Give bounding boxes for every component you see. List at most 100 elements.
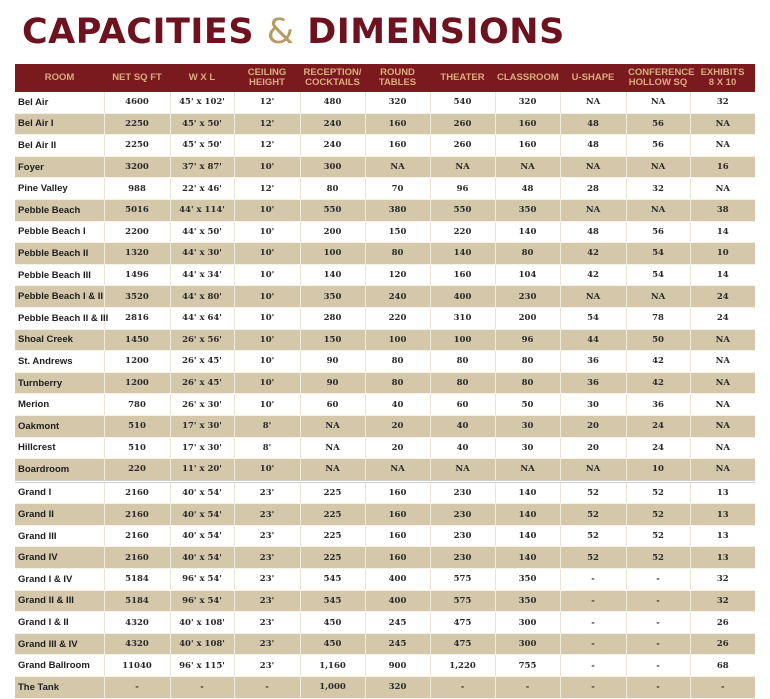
cell-theater: 230 — [429, 525, 495, 548]
cell-ceiling-height: 10' — [233, 329, 300, 352]
cell-w-x-l: 44' x 34' — [169, 264, 234, 287]
cell-reception-cocktails: NA — [299, 415, 365, 438]
cell-reception-cocktails: 150 — [299, 329, 365, 352]
cell-round-tables: NA — [364, 156, 430, 179]
cell-conference-hollow-sq: 52 — [625, 479, 690, 505]
cell-u-shape: NA — [559, 458, 626, 482]
cell-round-tables: 120 — [364, 264, 430, 287]
cell-classroom: 140 — [494, 525, 560, 548]
cell-u-shape: - — [559, 654, 626, 678]
cell-w-x-l: 44' x 114' — [169, 199, 234, 222]
table-row: Turnberry 1200 26' x 45' 10' 90 80 80 80 36 42 NA — [15, 372, 755, 395]
cell-exhibits-8x10: 38 — [689, 199, 755, 222]
cell-ceiling-height: 12' — [233, 92, 300, 114]
room-name-cell: Boardroom — [15, 458, 104, 482]
cell-exhibits-8x10: 32 — [689, 92, 755, 114]
table-row: Pebble Beach 5016 44' x 114' 10' 550 380 550 35… — [15, 199, 755, 222]
cell-conference-hollow-sq: 52 — [625, 503, 690, 526]
cell-exhibits-8x10: 26 — [689, 633, 755, 656]
cell-conference-hollow-sq: - — [625, 654, 690, 678]
column-header-line: ROOM — [44, 72, 75, 83]
cell-ceiling-height: 12' — [233, 134, 300, 157]
cell-theater: 575 — [429, 568, 495, 591]
cell-reception-cocktails: 80 — [299, 177, 365, 200]
cell-reception-cocktails: 240 — [299, 134, 365, 157]
cell-w-x-l: 26' x 56' — [169, 329, 234, 352]
cell-classroom: 30 — [494, 437, 560, 460]
cell-round-tables: 100 — [364, 329, 430, 352]
cell-round-tables: 240 — [364, 285, 430, 308]
cell-exhibits-8x10: 24 — [689, 285, 755, 308]
cell-ceiling-height: 10' — [233, 199, 300, 222]
cell-theater: 40 — [429, 437, 495, 460]
room-name-cell: Pine Valley — [15, 177, 104, 200]
cell-conference-hollow-sq: 56 — [625, 221, 690, 244]
cell-conference-hollow-sq: NA — [625, 199, 690, 222]
cell-exhibits-8x10: NA — [689, 415, 755, 438]
column-header-conference-hollow-sq: CONFERENCE HOLLOW SQ — [626, 64, 695, 92]
cell-ceiling-height: 23' — [233, 654, 300, 678]
cell-round-tables: 380 — [364, 199, 430, 222]
cell-u-shape: 20 — [559, 437, 626, 460]
table-row: St. Andrews 1200 26' x 45' 10' 90 80 80 80 36 42 N… — [15, 350, 755, 373]
cell-classroom: NA — [494, 156, 560, 179]
table-header: ROOM NET SQ FT W X L CEILING HEIGHT RECEPTION… — [15, 64, 755, 92]
cell-theater: 475 — [429, 611, 495, 634]
room-name-cell: Merion — [15, 393, 104, 416]
column-header-line: COCKTAILS — [305, 77, 360, 88]
table-row: Foyer 3200 37' x 87' 10' 300 NA NA NA NA NA 16 — [15, 156, 755, 179]
cell-theater: 96 — [429, 177, 495, 200]
cell-w-x-l: 22' x 46' — [169, 177, 234, 200]
table-row: Grand II 2160 40' x 54' 23' 225 160 230 140 52 52… — [15, 503, 755, 526]
cell-reception-cocktails: 140 — [299, 264, 365, 287]
cell-exhibits-8x10: NA — [689, 437, 755, 460]
cell-conference-hollow-sq: 42 — [625, 350, 690, 373]
cell-reception-cocktails: 240 — [299, 113, 365, 136]
cell-conference-hollow-sq: 78 — [625, 307, 690, 330]
cell-u-shape: 48 — [559, 113, 626, 136]
cell-classroom: 80 — [494, 350, 560, 373]
cell-net-sq-ft: 5184 — [103, 590, 170, 613]
cell-reception-cocktails: 450 — [299, 633, 365, 656]
cell-ceiling-height: 23' — [233, 590, 300, 613]
cell-round-tables: 320 — [364, 92, 430, 114]
column-header-exhibits-8x10: EXHIBITS 8 X 10 — [690, 64, 755, 92]
page-title: CAPACITIES & DIMENSIONS — [22, 12, 565, 52]
room-name-cell: Oakmont — [15, 415, 104, 438]
cell-w-x-l: 44' x 80' — [169, 285, 234, 308]
cell-net-sq-ft: 4320 — [103, 611, 170, 634]
column-header-line: U-SHAPE — [571, 72, 615, 83]
cell-conference-hollow-sq: - — [625, 633, 690, 656]
cell-u-shape: 48 — [559, 134, 626, 157]
room-name-cell: Grand Ballroom — [15, 654, 104, 678]
column-header-line: CONFERENCE — [628, 67, 695, 78]
cell-ceiling-height: 23' — [233, 525, 300, 548]
table-row: Grand III 2160 40' x 54' 23' 225 160 230 140 52 5… — [15, 525, 755, 548]
title-ampersand: & — [266, 12, 295, 52]
cell-u-shape: - — [559, 568, 626, 591]
cell-exhibits-8x10: NA — [689, 113, 755, 136]
cell-classroom: 300 — [494, 633, 560, 656]
cell-net-sq-ft: 510 — [103, 415, 170, 438]
cell-w-x-l: 17' x 30' — [169, 437, 234, 460]
cell-classroom: 30 — [494, 415, 560, 438]
cell-u-shape: 28 — [559, 177, 626, 200]
cell-classroom: 50 — [494, 393, 560, 416]
cell-round-tables: 80 — [364, 372, 430, 395]
cell-ceiling-height: 23' — [233, 479, 300, 505]
cell-exhibits-8x10: NA — [689, 177, 755, 200]
cell-classroom: 160 — [494, 113, 560, 136]
header-row: ROOM NET SQ FT W X L CEILING HEIGHT RECEPTION… — [15, 64, 755, 92]
cell-u-shape: 52 — [559, 479, 626, 505]
cell-round-tables: 245 — [364, 611, 430, 634]
table-row: Grand II & III 5184 96' x 54' 23' 545 400 575 3… — [15, 590, 755, 613]
cell-w-x-l: 44' x 30' — [169, 242, 234, 265]
cell-net-sq-ft: 1200 — [103, 350, 170, 373]
column-header-line: HOLLOW SQ — [628, 77, 688, 88]
cell-u-shape: 52 — [559, 546, 626, 570]
cell-exhibits-8x10: NA — [689, 393, 755, 416]
cell-round-tables: 900 — [364, 654, 430, 678]
cell-round-tables: 160 — [364, 503, 430, 526]
room-name-cell: Grand I — [15, 479, 104, 505]
room-name-cell: Bel Air I — [15, 113, 104, 136]
